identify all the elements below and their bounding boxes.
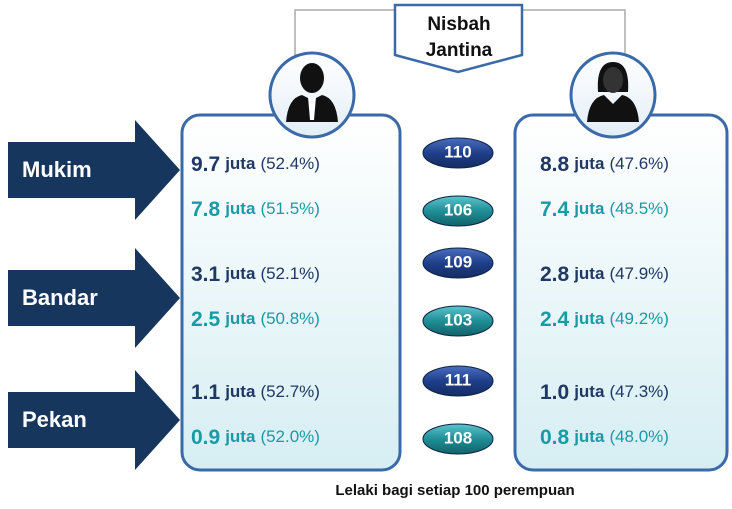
value: 0.9 [191,426,220,449]
percent: (50.8%) [260,309,320,328]
percent: (52.4%) [260,154,320,173]
value: 2.5 [191,308,221,331]
percent: (52.0%) [260,427,320,446]
ratio-oval [422,247,494,279]
unit: juta [573,154,605,173]
value: 3.1 [191,263,221,286]
value: 1.0 [540,381,569,404]
value: 2.8 [540,263,570,286]
male-figure: 1.1 juta (52.7%) [191,381,320,404]
female-figure: 0.8 juta (48.0%) [540,426,669,449]
row-label: Bandar [22,285,98,310]
male-figure: 9.7 juta (52.4%) [191,153,320,176]
arrow [8,248,180,348]
male-figure: 2.5 juta (50.8%) [191,308,320,331]
ratio-oval [422,423,494,455]
value: 8.8 [540,153,570,176]
unit: juta [573,382,605,401]
value: 7.8 [191,198,221,221]
value: 2.4 [540,308,570,331]
value: 7.4 [540,198,570,221]
male-figure: 3.1 juta (52.1%) [191,263,320,286]
footer: Lelaki bagi setiap 100 perempuan [335,482,575,499]
ratio-oval [422,195,494,227]
title-box [393,3,524,74]
unit: juta [224,382,256,401]
value: 1.1 [191,381,221,404]
row-label: Mukim [22,157,92,182]
ratio: 110 [444,142,471,161]
ratio-oval [422,305,494,337]
percent: (47.6%) [609,154,669,173]
ratio: 103 [444,310,472,329]
percent: (47.3%) [609,382,669,401]
percent: (48.0%) [609,427,669,446]
unit: juta [224,427,256,446]
unit: juta [573,264,605,283]
female-figure: 2.4 juta (49.2%) [540,308,669,331]
arrow [8,370,180,470]
ratio: 106 [444,200,472,219]
unit: juta [224,264,256,283]
male-icon [268,51,356,139]
unit: juta [224,309,256,328]
percent: (49.2%) [609,309,669,328]
female-figure: 2.8 juta (47.9%) [540,263,669,286]
ratio: 109 [444,252,472,271]
row-label: Pekan [22,407,87,432]
value: 9.7 [191,153,220,176]
title: Nisbah Jantina [425,14,493,61]
female-icon [569,51,657,139]
arrow [8,120,180,220]
percent: (51.5%) [260,199,320,218]
unit: juta [573,309,605,328]
male-figure: 0.9 juta (52.0%) [191,426,320,449]
percent: (48.5%) [609,199,669,218]
male-figure: 7.8 juta (51.5%) [191,198,320,221]
female-figure: 1.0 juta (47.3%) [540,381,669,404]
value: 0.8 [540,426,570,449]
ratio-oval [422,137,494,169]
ratio-oval [422,365,494,397]
female-figure: 7.4 juta (48.5%) [540,198,669,221]
ratio: 111 [445,370,472,389]
percent: (52.7%) [260,382,320,401]
unit: juta [224,199,256,218]
unit: juta [224,154,256,173]
unit: juta [573,427,605,446]
percent: (52.1%) [260,264,320,283]
ratio: 108 [444,428,472,447]
unit: juta [573,199,605,218]
percent: (47.9%) [609,264,669,283]
female-figure: 8.8 juta (47.6%) [540,153,669,176]
